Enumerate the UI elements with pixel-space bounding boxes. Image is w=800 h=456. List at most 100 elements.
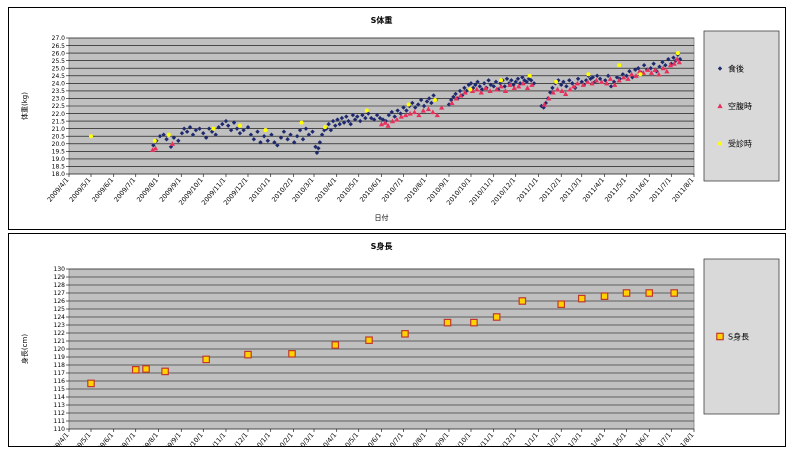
data-point [520,75,525,80]
data-point [554,79,559,84]
y-tick-label: 24.0 [52,81,66,88]
data-point [430,109,436,115]
data-point [406,102,411,107]
data-point [420,107,426,113]
x-tick-label: 2009/4/1 [46,431,71,446]
data-point [468,87,473,92]
x-tick-label: 2009/6/1 [90,431,115,446]
data-point [371,117,377,122]
data-point [483,85,489,90]
weight-chart-frame: S体重 18.0 18.5 19.0 19.5 20.0 20.5 21.0 21.5 22.0 2… [8,7,786,230]
data-point [161,132,166,137]
data-point [220,121,225,127]
data-point [278,135,284,140]
data-point [524,85,531,90]
x-tick-label: 2009/10/1 [177,431,205,446]
data-point [462,89,468,95]
data-point [563,91,569,96]
legend-box [703,30,780,182]
data-point [605,73,611,78]
data-point [648,66,653,71]
data-point [89,134,94,139]
data-point [541,101,547,107]
data-point [627,69,632,74]
data-point [365,336,373,345]
data-point [225,123,231,128]
y-tick-label: 118 [54,362,66,369]
y-tick-label: 129 [54,274,66,281]
data-point [323,125,328,130]
data-point [516,83,522,89]
data-point [622,289,631,297]
data-point [645,289,654,297]
legend-marker [718,141,722,146]
y-tick-label: 116 [54,378,66,385]
data-point [453,91,458,97]
data-point [364,108,369,113]
data-point [299,120,304,125]
x-tick-label: 2009/9/1 [158,431,183,446]
data-point [571,83,577,89]
data-point [590,75,595,80]
data-point [474,86,480,92]
data-point [598,79,605,84]
data-point [413,105,418,110]
data-point [142,365,150,373]
data-point [494,86,500,92]
data-point [272,140,277,145]
legend-marker [716,332,724,341]
data-point [319,132,325,137]
y-tick-label: 110 [54,426,66,433]
data-point [314,150,320,156]
data-point [546,95,552,101]
y-tick-label: 123 [54,322,66,329]
data-point [380,117,386,122]
data-point [348,121,353,127]
data-point [614,75,620,80]
data-point [457,88,463,94]
data-point [410,100,415,106]
data-point [193,127,199,133]
data-point [648,70,655,75]
data-point [580,82,586,87]
data-point [358,118,363,124]
data-point [350,112,356,118]
data-point [421,103,427,109]
data-point [633,67,638,72]
data-point [498,83,504,89]
y-tick-label: 111 [54,418,66,425]
data-point [636,66,641,71]
data-point [434,112,440,118]
y-tick-label: 121 [54,338,66,345]
y-tick-label: 25.0 [52,65,66,72]
x-tick-label: 2010/6/1 [358,431,383,446]
data-point [176,138,181,143]
y-axis-title: 体重(kg) [20,92,29,120]
x-tick-label: 2011/4/1 [581,431,606,446]
data-point [237,123,242,128]
data-point [478,89,484,95]
x-tick-label: 2009/7/1 [112,431,137,446]
x-tick-label: 2010/3/1 [291,176,316,204]
data-point [294,134,300,139]
data-point [335,117,340,122]
data-point [169,141,176,146]
data-point [385,123,391,128]
x-tick-label: 2010/8/1 [403,431,428,446]
data-point [281,129,287,134]
x-tick-label: 2009/5/1 [68,431,93,446]
x-tick-label: 2010/12/1 [490,431,518,446]
x-tick-label: 2011/1/1 [515,431,540,446]
data-point [670,289,678,297]
y-tick-label: 22.0 [52,111,66,118]
data-point [378,121,385,127]
y-tick-label: 128 [54,282,66,289]
x-tick-label: 2010/10/1 [445,431,473,446]
data-point [187,124,193,130]
data-point [245,124,251,130]
data-point [620,74,627,80]
x-tick-label: 2010/5/1 [335,176,360,204]
data-point [328,127,334,133]
data-point [352,117,358,122]
y-tick-label: 19.0 [52,156,66,163]
